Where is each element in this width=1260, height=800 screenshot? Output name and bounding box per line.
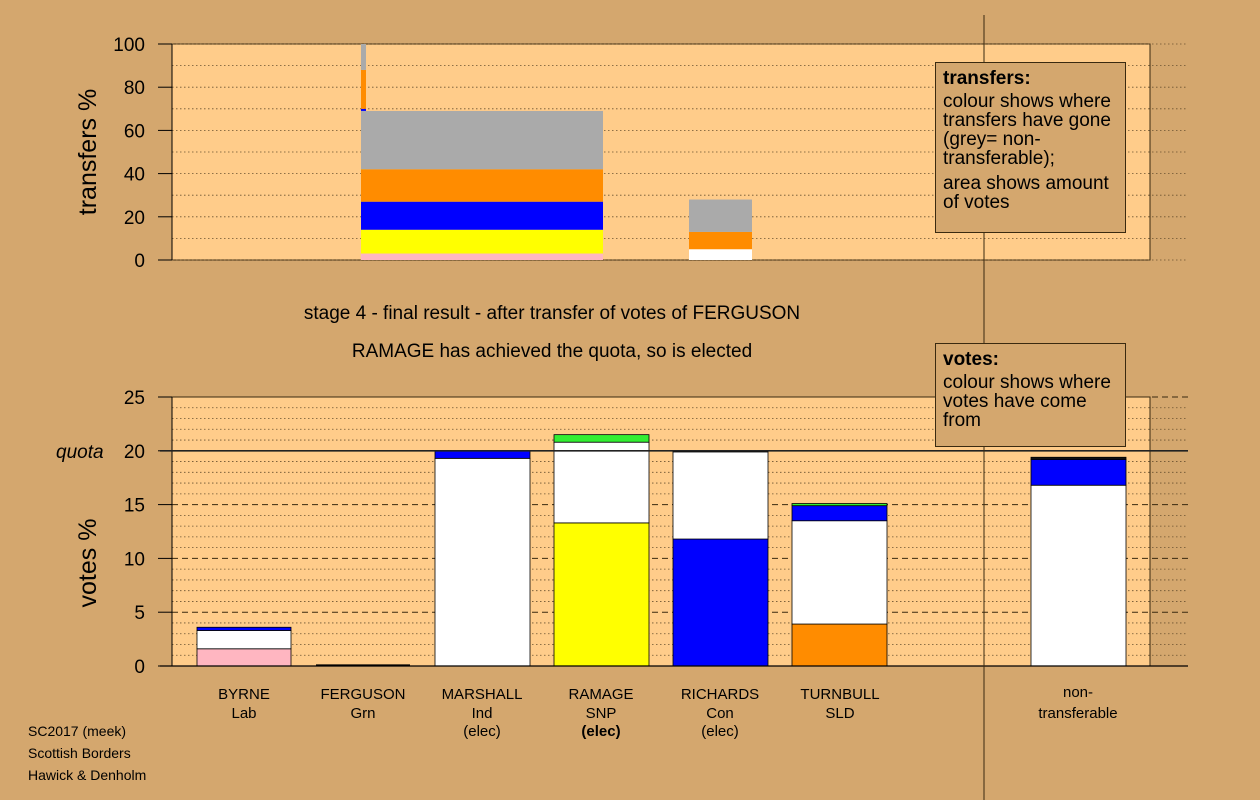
transfers-ylabel: transfers % [74,89,102,215]
footer-ward: Hawick & Denholm [28,767,146,783]
nontransferable-segment [1030,484,1127,667]
nontransferable-label-2: transferable [1038,705,1117,722]
candidate-name: BYRNE [218,686,270,703]
transfer-segment [361,229,603,254]
transfer-segment [361,201,603,230]
candidate-name: RICHARDS [681,686,759,703]
transfer-segment [689,249,752,260]
votes-ytick-label: 25 [124,388,145,409]
stage-subtitle: RAMAGE has achieved the quota, so is ele… [352,341,752,362]
nontransferable-segment [1030,459,1127,486]
vote-segment [791,505,888,522]
transfer-segment [361,44,366,70]
candidate-party: Ind [472,705,493,722]
transfer-segment [361,253,603,260]
candidate-name: RAMAGE [568,686,633,703]
transfers-ytick-label: 60 [124,121,145,142]
transfers-ytick-label: 40 [124,165,145,186]
transfers-ytick-label: 100 [113,35,145,56]
votes-legend-title: votes: [943,349,999,370]
candidate-party: Con [706,705,734,722]
candidate-name: MARSHALL [442,686,523,703]
vote-segment [553,441,650,524]
vote-segment [553,522,650,667]
nontransferable-label-1: non- [1063,684,1093,701]
votes-ytick-label: 10 [124,549,145,570]
vote-segment [196,648,292,667]
transfers-legend-line2: area shows amount of votes [943,173,1109,213]
candidate-party: Lab [231,705,256,722]
vote-segment [672,451,769,540]
footer-council: Scottish Borders [28,745,131,761]
votes-ytick-label: 20 [124,442,145,463]
candidate-name: TURNBULL [800,686,879,703]
candidate-party: Grn [350,705,375,722]
transfers-ytick-label: 0 [134,251,145,272]
candidate-party: SLD [825,705,854,722]
candidate-status: (elec) [463,723,501,740]
vote-segment [791,520,888,625]
footer-method: SC2017 (meek) [28,723,126,739]
transfer-segment [689,199,752,232]
votes-ytick-label: 15 [124,496,145,517]
votes-legend: votes: colour shows where votes have com… [935,343,1126,447]
votes-ytick-label: 5 [134,603,145,624]
votes-legend-line1: colour shows where votes have come from [943,372,1111,431]
vote-segment [434,457,531,667]
transfers-ytick-label: 20 [124,208,145,229]
votes-ytick-label: 0 [134,657,145,678]
transfers-legend-title: transfers: [943,68,1031,89]
vote-segment [672,538,769,667]
votes-ylabel: votes % [74,519,102,608]
candidate-party: SNP [586,705,617,722]
candidate-status: (elec) [581,723,620,740]
transfer-segment [361,110,603,170]
stage-title: stage 4 - final result - after transfer … [304,303,800,324]
candidate-status: (elec) [701,723,739,740]
nontransferable-segment [1030,456,1127,460]
transfer-segment [361,169,603,202]
transfer-segment [361,69,366,109]
vote-segment [553,434,650,443]
vote-segment [196,630,292,650]
vote-segment [791,623,888,667]
transfer-segment [689,231,752,250]
transfers-legend-line1: colour shows where transfers have gone (… [943,91,1111,169]
vote-segment [434,450,531,459]
vote-segment [196,626,292,631]
transfer-segment [361,108,366,111]
transfers-legend: transfers: colour shows where transfers … [935,62,1126,233]
quota-label: quota [56,442,104,463]
transfers-ytick-label: 80 [124,78,145,99]
candidate-name: FERGUSON [320,686,405,703]
vote-segment [791,503,888,507]
